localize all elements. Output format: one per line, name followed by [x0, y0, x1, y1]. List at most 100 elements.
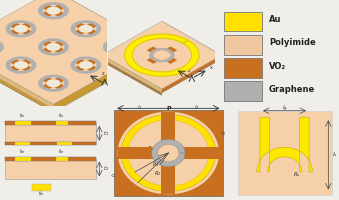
Polygon shape	[149, 48, 175, 62]
Polygon shape	[41, 76, 66, 90]
Polygon shape	[54, 0, 156, 55]
Bar	[56, 157, 68, 161]
Polygon shape	[41, 4, 66, 18]
Polygon shape	[154, 50, 170, 60]
Polygon shape	[73, 58, 98, 72]
Polygon shape	[0, 47, 54, 109]
Polygon shape	[38, 75, 69, 92]
Polygon shape	[41, 76, 66, 90]
Circle shape	[118, 112, 219, 194]
Text: $t_m$: $t_m$	[19, 147, 26, 156]
Text: $l_1$: $l_1$	[110, 171, 119, 177]
Polygon shape	[54, 0, 156, 52]
Text: $l_2$: $l_2$	[194, 103, 200, 112]
Text: Graphene: Graphene	[269, 85, 315, 94]
Polygon shape	[106, 40, 131, 54]
Text: x: x	[124, 71, 127, 76]
Polygon shape	[14, 61, 28, 69]
Polygon shape	[0, 40, 1, 54]
Bar	[5, 157, 96, 161]
Polygon shape	[38, 38, 69, 56]
Polygon shape	[102, 21, 222, 89]
Polygon shape	[0, 52, 54, 112]
Polygon shape	[103, 38, 134, 56]
Polygon shape	[121, 114, 216, 192]
Polygon shape	[71, 56, 101, 74]
Text: $t_m$: $t_m$	[58, 111, 65, 120]
Polygon shape	[41, 40, 66, 54]
Bar	[161, 112, 175, 194]
Text: x: x	[211, 65, 213, 70]
Text: $R_3$: $R_3$	[147, 144, 155, 153]
Polygon shape	[102, 25, 222, 93]
Bar	[118, 147, 219, 159]
Bar	[57, 142, 72, 145]
Polygon shape	[8, 58, 34, 72]
Polygon shape	[5, 20, 36, 37]
Text: $t_1$: $t_1$	[102, 129, 109, 138]
Bar	[224, 12, 262, 31]
Polygon shape	[8, 22, 34, 36]
Polygon shape	[41, 40, 66, 54]
Text: $R_1$: $R_1$	[152, 160, 160, 169]
Polygon shape	[132, 38, 192, 72]
Text: Polyimide: Polyimide	[269, 38, 316, 47]
Text: $R_2$: $R_2$	[154, 170, 162, 178]
Bar	[15, 142, 30, 145]
Polygon shape	[152, 139, 185, 167]
Polygon shape	[125, 34, 199, 76]
Polygon shape	[38, 2, 69, 19]
Polygon shape	[8, 22, 34, 36]
Text: Au: Au	[269, 15, 281, 24]
Text: z: z	[187, 68, 190, 73]
Text: $t_2$: $t_2$	[102, 165, 109, 173]
Polygon shape	[46, 43, 61, 51]
Text: y: y	[176, 63, 179, 68]
Text: P: P	[166, 106, 171, 111]
Polygon shape	[73, 58, 98, 72]
Polygon shape	[106, 40, 131, 54]
Bar	[224, 81, 262, 101]
Bar	[238, 111, 332, 195]
Polygon shape	[73, 22, 98, 36]
Polygon shape	[162, 21, 222, 59]
Polygon shape	[102, 55, 162, 93]
Text: $l_s$: $l_s$	[332, 150, 338, 159]
Polygon shape	[41, 4, 66, 18]
Polygon shape	[71, 20, 101, 37]
Polygon shape	[46, 79, 61, 87]
Polygon shape	[14, 25, 28, 33]
Text: VO₂: VO₂	[269, 62, 286, 71]
Polygon shape	[79, 61, 93, 69]
Circle shape	[128, 120, 209, 186]
Text: z: z	[101, 71, 104, 76]
Bar	[15, 121, 31, 125]
Bar	[5, 121, 96, 125]
Polygon shape	[147, 46, 177, 64]
Polygon shape	[79, 25, 93, 33]
Bar	[5, 123, 96, 144]
Text: $l_1$: $l_1$	[137, 103, 142, 112]
Text: y: y	[88, 68, 92, 73]
Polygon shape	[8, 58, 34, 72]
Bar	[32, 184, 51, 191]
Bar	[224, 35, 262, 55]
Text: $t_m$: $t_m$	[58, 147, 65, 156]
Polygon shape	[162, 25, 222, 61]
Bar	[15, 157, 31, 161]
Circle shape	[158, 145, 179, 161]
Text: $t_m$: $t_m$	[38, 189, 45, 198]
Text: $R_s$: $R_s$	[294, 170, 301, 179]
Polygon shape	[257, 117, 312, 172]
Polygon shape	[111, 43, 125, 51]
Polygon shape	[0, 0, 156, 112]
Polygon shape	[0, 0, 156, 104]
Text: $R_4$: $R_4$	[143, 154, 150, 162]
Polygon shape	[0, 40, 1, 54]
Bar	[56, 121, 68, 125]
Text: $l_3$: $l_3$	[220, 130, 229, 135]
Text: $l_g$: $l_g$	[282, 104, 287, 114]
Polygon shape	[46, 7, 61, 15]
Bar	[5, 142, 96, 145]
Bar	[5, 159, 96, 179]
